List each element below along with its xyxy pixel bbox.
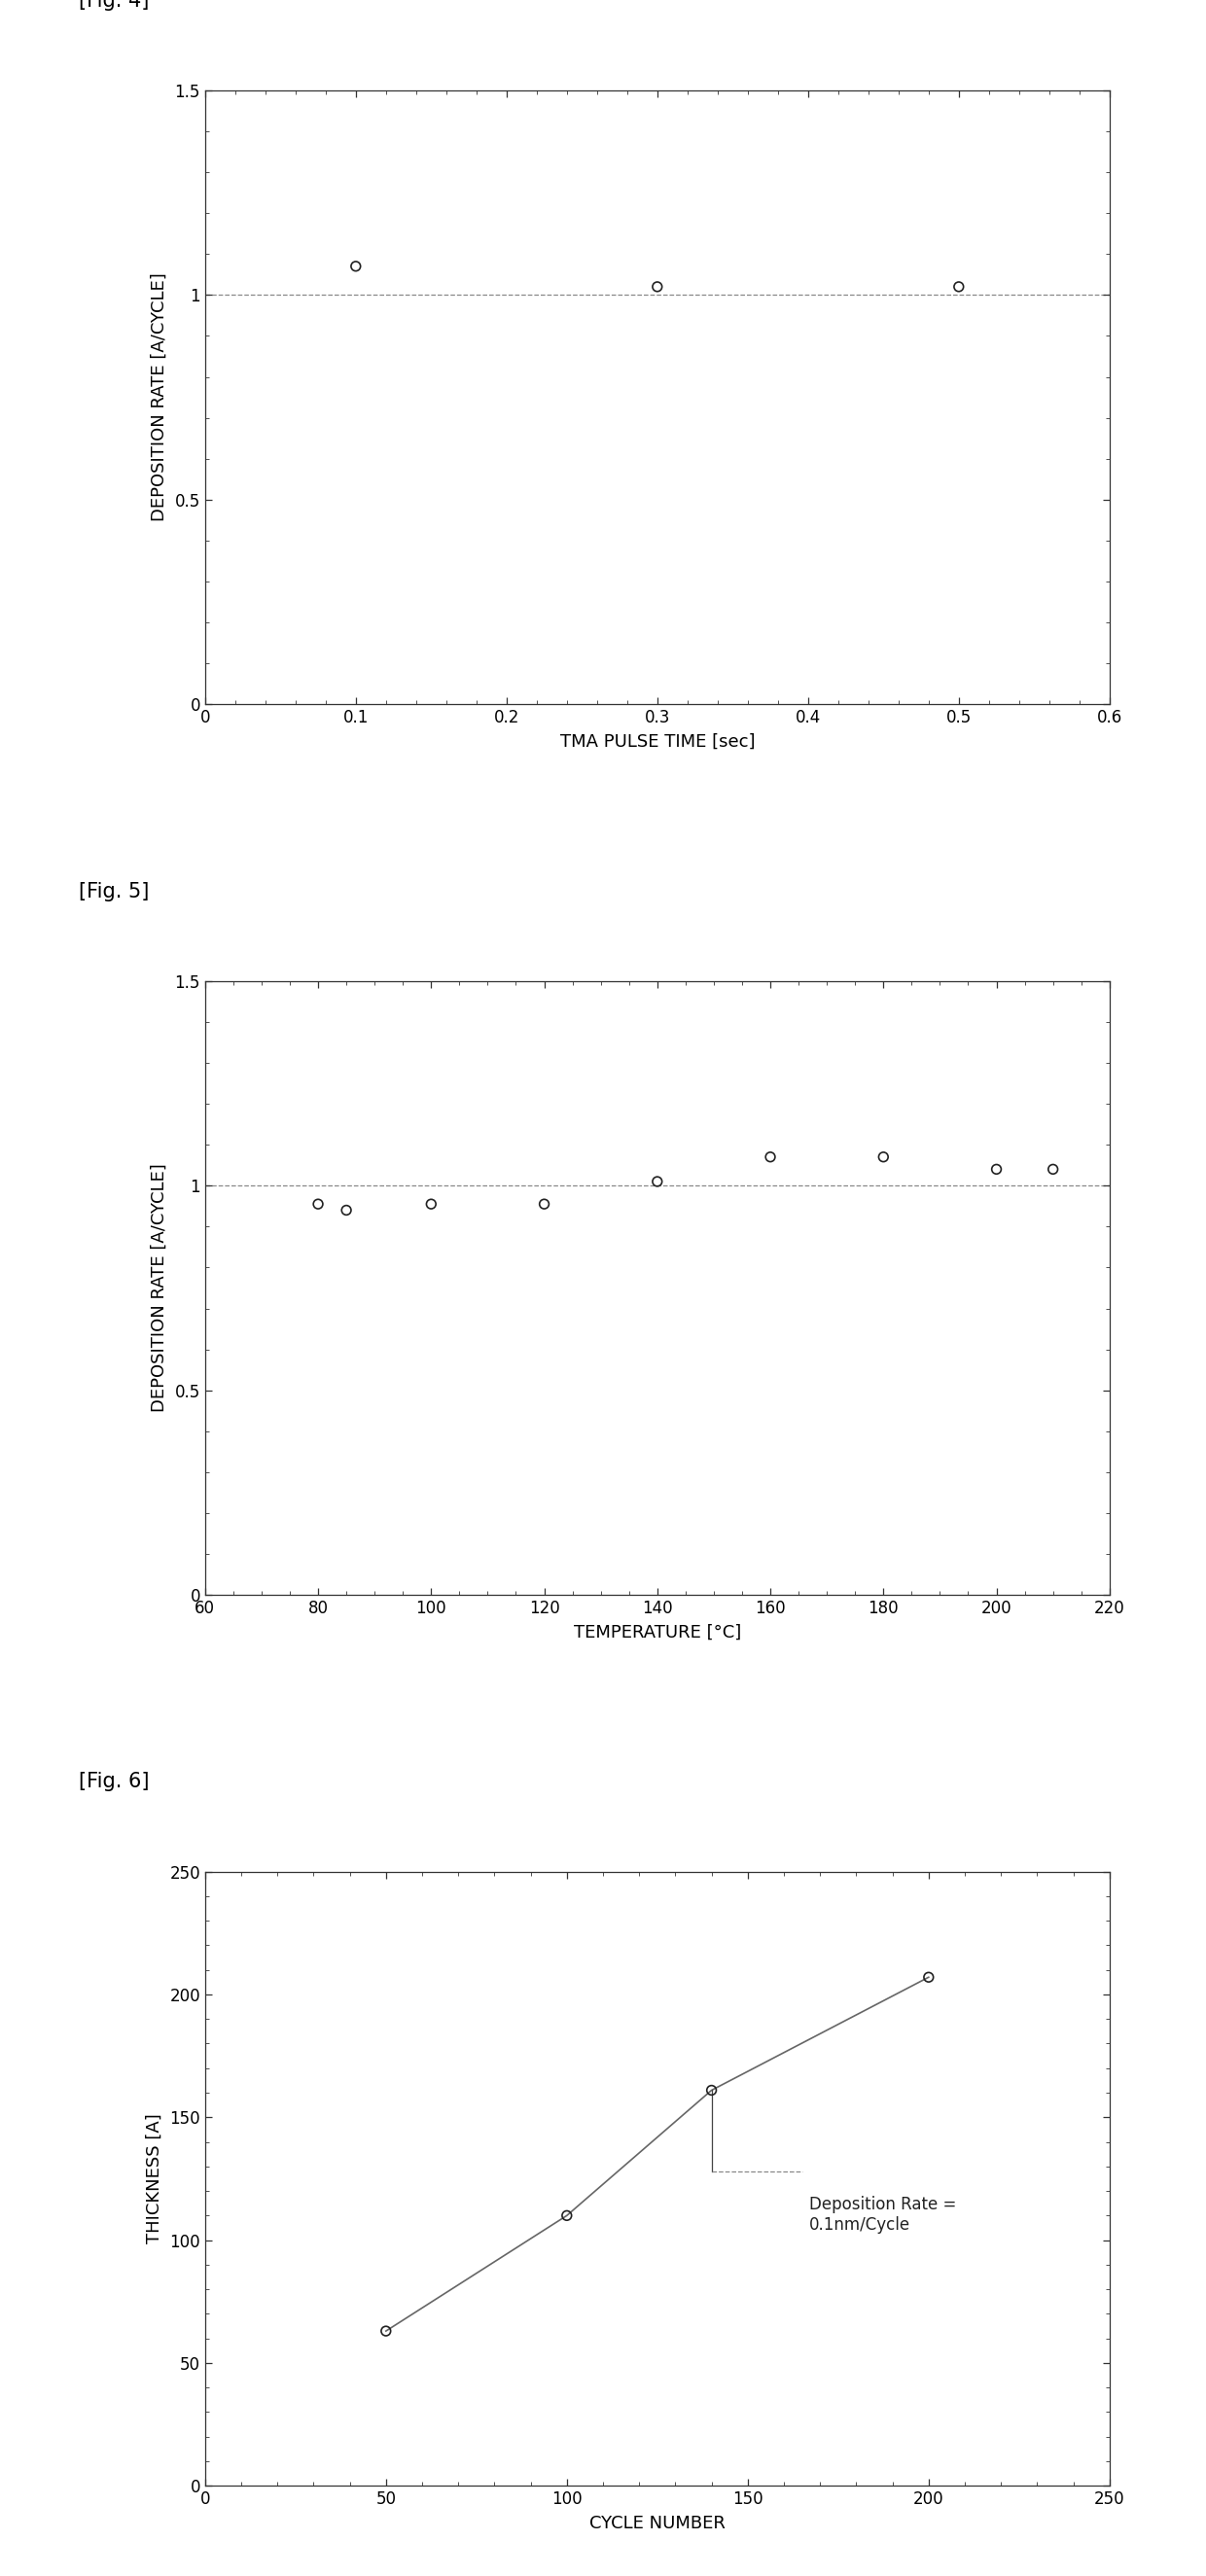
Text: [Fig. 4]: [Fig. 4]: [78, 0, 148, 10]
Point: [1043, 1149, 1062, 1190]
X-axis label: CYCLE NUMBER: CYCLE NUMBER: [590, 2514, 725, 2532]
Point: [648, 265, 667, 307]
Text: Deposition Rate =
0.1nm/Cycle: Deposition Rate = 0.1nm/Cycle: [809, 2195, 956, 2233]
Text: [Fig. 6]: [Fig. 6]: [78, 1772, 148, 1793]
X-axis label: TMA PULSE TIME [sec]: TMA PULSE TIME [sec]: [560, 734, 755, 752]
Point: [376, 2311, 396, 2352]
Point: [873, 1136, 892, 1177]
Point: [987, 1149, 1006, 1190]
Point: [346, 245, 365, 286]
Point: [422, 1182, 441, 1224]
Point: [702, 2069, 721, 2110]
Text: [Fig. 5]: [Fig. 5]: [78, 881, 148, 902]
Y-axis label: DEPOSITION RATE [A/CYCLE]: DEPOSITION RATE [A/CYCLE]: [151, 1164, 168, 1412]
Point: [949, 265, 968, 307]
X-axis label: TEMPERATURE [°C]: TEMPERATURE [°C]: [574, 1623, 740, 1641]
Point: [534, 1182, 554, 1224]
Point: [309, 1182, 328, 1224]
Point: [336, 1190, 356, 1231]
Point: [761, 1136, 780, 1177]
Y-axis label: DEPOSITION RATE [A/CYCLE]: DEPOSITION RATE [A/CYCLE]: [151, 273, 168, 523]
Point: [648, 1162, 667, 1203]
Point: [919, 1958, 938, 1999]
Y-axis label: THICKNESS [A]: THICKNESS [A]: [145, 2115, 163, 2244]
Point: [557, 2195, 576, 2236]
